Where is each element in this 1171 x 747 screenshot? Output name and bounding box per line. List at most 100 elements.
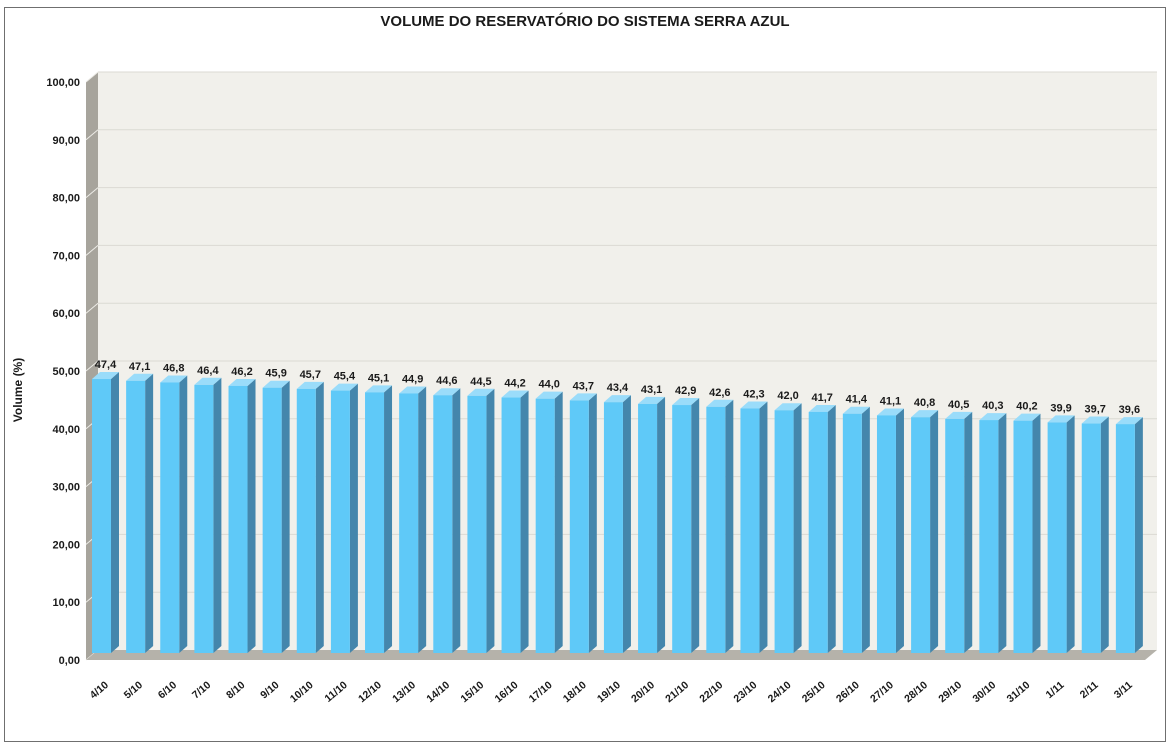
bar-side-face (486, 388, 495, 653)
bar-side-face (895, 408, 904, 653)
x-axis-tick-label: 7/10 (190, 679, 213, 701)
bar-value-label: 43,4 (607, 382, 629, 394)
bar (296, 388, 316, 653)
x-axis-tick-label: 16/10 (493, 679, 521, 705)
bar (160, 382, 180, 653)
bar (399, 393, 419, 653)
bar-side-face (111, 372, 119, 653)
bar-value-label: 44,9 (402, 373, 423, 385)
bar (1115, 424, 1135, 653)
bar (638, 403, 658, 653)
bar-value-label: 41,1 (880, 395, 901, 407)
bar (365, 392, 385, 653)
y-axis-tick-label: 70,00 (52, 250, 80, 262)
bar-side-face (213, 377, 222, 653)
x-axis-tick-label: 1/11 (1044, 679, 1067, 701)
bar-value-label: 41,4 (846, 394, 868, 406)
bar-top-face (706, 399, 734, 407)
bar (945, 418, 965, 653)
x-axis-tick-label: 4/10 (88, 679, 111, 701)
y-axis-tick-label: 80,00 (52, 193, 80, 205)
bar-top-face (126, 373, 154, 381)
bar-side-face (349, 383, 358, 653)
bar-side-face (588, 393, 597, 653)
y-axis-tick-label: 40,00 (52, 424, 80, 436)
bar-value-label: 44,2 (504, 378, 525, 390)
x-axis-tick-label: 25/10 (800, 679, 828, 705)
bar-top-face (399, 386, 427, 394)
bar-top-face (876, 408, 904, 416)
bar-value-label: 44,0 (538, 379, 559, 391)
x-axis-tick-label: 12/10 (356, 679, 384, 705)
wall-tick (85, 245, 99, 256)
bar-top-face (1047, 415, 1075, 423)
bar-side-face (281, 380, 290, 653)
x-axis-tick-label: 19/10 (595, 679, 623, 705)
wall-tick (85, 129, 99, 141)
x-axis-tick-label: 13/10 (390, 679, 418, 705)
bar-side-face (725, 399, 734, 653)
bar-top-face (774, 403, 802, 411)
bar-value-label: 41,7 (811, 392, 832, 404)
y-axis-tick-label: 0,00 (59, 655, 80, 667)
bar-side-face (930, 410, 939, 653)
x-axis-tick-label: 17/10 (527, 679, 555, 705)
x-axis-tick-label: 6/10 (156, 679, 179, 701)
bar (672, 405, 692, 653)
bar (535, 398, 555, 653)
bar-top-face (808, 404, 836, 412)
bar (842, 413, 862, 653)
wall-tick (85, 360, 99, 372)
x-axis-tick-label: 3/11 (1112, 679, 1135, 701)
bar-side-face (657, 396, 666, 653)
bar-value-label: 42,0 (777, 390, 798, 402)
x-axis-tick-label: 29/10 (936, 679, 964, 705)
bar-top-face (842, 406, 870, 414)
bar (979, 420, 999, 653)
bar (194, 384, 214, 653)
bar-top-face (1115, 417, 1143, 425)
bar-top-face (1081, 416, 1109, 424)
bar-top-face (979, 413, 1007, 421)
bar (603, 402, 623, 653)
bar-top-face (467, 388, 495, 396)
bar-side-face (861, 406, 870, 653)
bar-side-face (1100, 416, 1109, 653)
outer-border (4, 7, 1166, 742)
bar-side-face (520, 390, 529, 653)
bar-side-face (1032, 413, 1041, 653)
x-axis-tick-label: 15/10 (459, 679, 487, 705)
bar (262, 387, 282, 653)
bar-side-face (1066, 415, 1075, 653)
x-axis-tick-label: 24/10 (766, 679, 794, 705)
bar-value-label: 42,9 (675, 385, 696, 397)
bar (467, 395, 487, 653)
wall-tick (85, 302, 99, 314)
bar-value-label: 46,8 (163, 362, 184, 374)
x-axis-tick-label: 22/10 (697, 679, 725, 705)
bar (808, 411, 828, 653)
bar-value-label: 46,2 (231, 366, 252, 378)
bar-value-label: 44,6 (436, 375, 457, 387)
x-axis-tick-label: 26/10 (834, 679, 862, 705)
x-axis-tick-label: 5/10 (122, 679, 145, 701)
bar-value-label: 45,7 (300, 369, 321, 381)
bar-top-face (194, 377, 222, 385)
bar (228, 385, 248, 653)
bar-value-label: 43,7 (573, 380, 594, 392)
x-axis-tick-label: 18/10 (561, 679, 589, 705)
bar-side-face (418, 386, 427, 653)
bar (126, 380, 146, 653)
bar (1013, 420, 1033, 653)
y-axis-tick-label: 20,00 (52, 539, 80, 551)
bar-value-label: 45,4 (334, 371, 356, 383)
bar-value-label: 45,9 (265, 368, 286, 380)
bar-side-face (759, 401, 768, 653)
y-axis-tick-label: 30,00 (52, 482, 80, 494)
bar-top-face (365, 385, 393, 393)
y-axis-tick-label: 90,00 (52, 135, 80, 147)
bar-top-face (1013, 413, 1041, 421)
bar-top-face (672, 398, 700, 406)
wall-tick (85, 187, 99, 198)
bar-side-face (998, 413, 1007, 653)
